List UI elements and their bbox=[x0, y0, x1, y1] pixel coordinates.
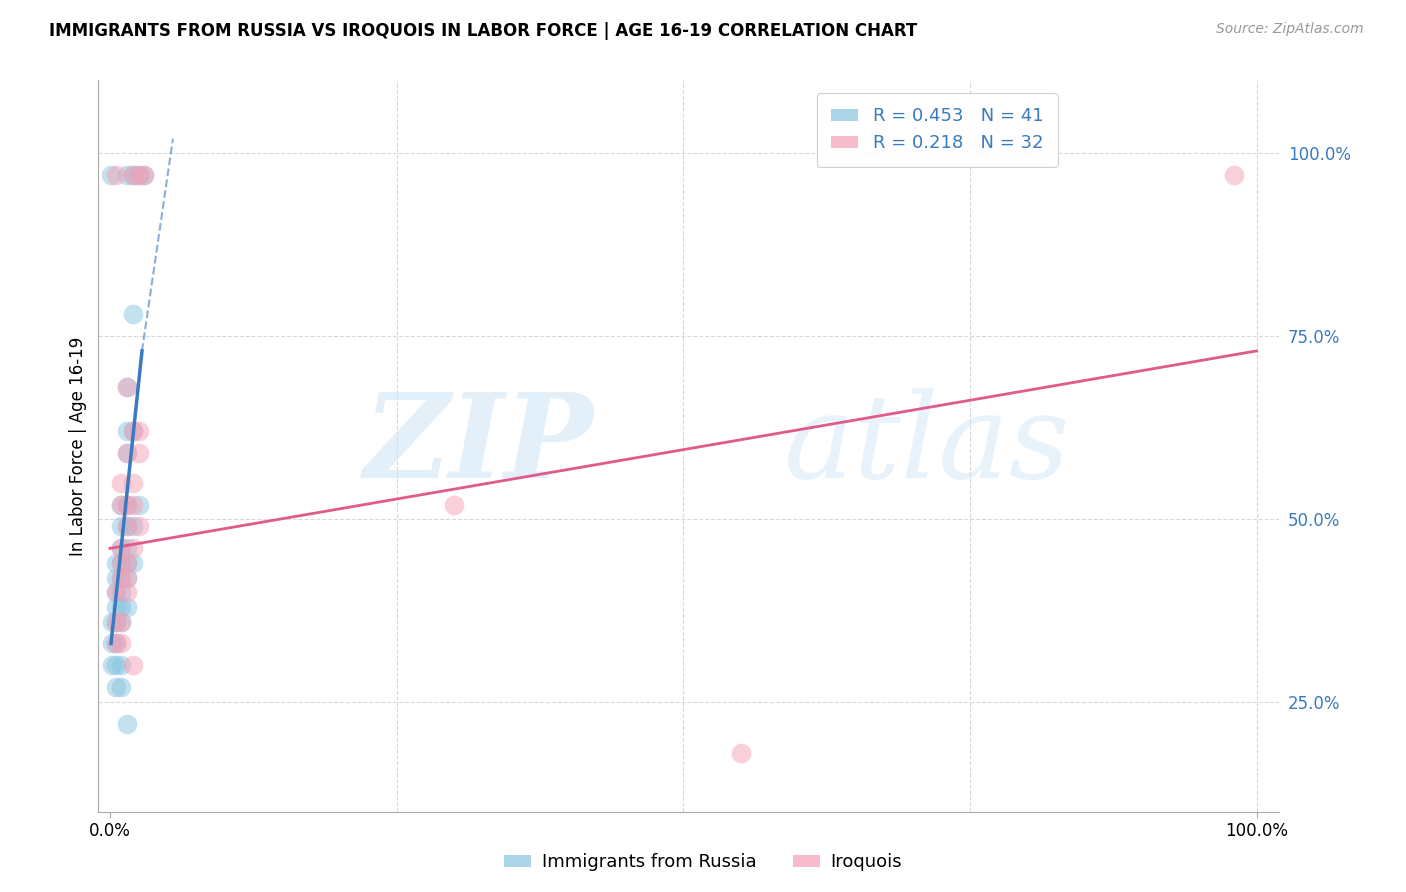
Point bbox=[110, 498, 132, 512]
Point bbox=[104, 556, 127, 570]
Point bbox=[121, 475, 143, 490]
Point bbox=[730, 746, 752, 760]
Point bbox=[110, 556, 132, 570]
Point bbox=[110, 615, 132, 629]
Point bbox=[110, 658, 132, 673]
Point bbox=[110, 571, 132, 585]
Point bbox=[115, 585, 138, 599]
Text: atlas: atlas bbox=[783, 389, 1070, 503]
Point bbox=[115, 599, 138, 614]
Point bbox=[100, 169, 122, 183]
Point bbox=[115, 556, 138, 570]
Point bbox=[104, 636, 127, 650]
Point bbox=[115, 446, 138, 460]
Point bbox=[134, 169, 156, 183]
Point bbox=[115, 571, 138, 585]
Point bbox=[115, 541, 138, 556]
Point bbox=[121, 307, 143, 321]
Point bbox=[115, 571, 138, 585]
Point bbox=[110, 585, 132, 599]
Text: ZIP: ZIP bbox=[364, 389, 595, 503]
Point bbox=[134, 169, 156, 183]
Point bbox=[101, 658, 124, 673]
Point bbox=[104, 658, 127, 673]
Point bbox=[115, 446, 138, 460]
Point bbox=[115, 556, 138, 570]
Point bbox=[128, 519, 150, 533]
Point bbox=[121, 425, 143, 439]
Point bbox=[121, 658, 143, 673]
Point bbox=[443, 498, 465, 512]
Point bbox=[115, 380, 138, 394]
Point bbox=[101, 615, 124, 629]
Point bbox=[110, 541, 132, 556]
Point bbox=[128, 169, 150, 183]
Point bbox=[110, 571, 132, 585]
Point bbox=[128, 425, 150, 439]
Point bbox=[110, 541, 132, 556]
Point bbox=[110, 681, 132, 695]
Point bbox=[115, 519, 138, 533]
Point bbox=[115, 498, 138, 512]
Point bbox=[104, 585, 127, 599]
Point bbox=[115, 380, 138, 394]
Point bbox=[110, 599, 132, 614]
Point bbox=[121, 169, 143, 183]
Point bbox=[110, 519, 132, 533]
Y-axis label: In Labor Force | Age 16-19: In Labor Force | Age 16-19 bbox=[69, 336, 87, 556]
Point bbox=[104, 169, 127, 183]
Point bbox=[101, 636, 124, 650]
Point bbox=[121, 556, 143, 570]
Point bbox=[121, 541, 143, 556]
Point bbox=[110, 556, 132, 570]
Point bbox=[128, 169, 150, 183]
Point bbox=[104, 585, 127, 599]
Point bbox=[1222, 169, 1244, 183]
Point bbox=[104, 599, 127, 614]
Text: Source: ZipAtlas.com: Source: ZipAtlas.com bbox=[1216, 22, 1364, 37]
Point bbox=[104, 681, 127, 695]
Point bbox=[115, 498, 138, 512]
Point bbox=[104, 615, 127, 629]
Point bbox=[121, 498, 143, 512]
Point bbox=[110, 636, 132, 650]
Legend: Immigrants from Russia, Iroquois: Immigrants from Russia, Iroquois bbox=[496, 847, 910, 879]
Point bbox=[104, 615, 127, 629]
Point bbox=[104, 636, 127, 650]
Point bbox=[128, 498, 150, 512]
Point bbox=[115, 169, 138, 183]
Point bbox=[110, 475, 132, 490]
Text: IMMIGRANTS FROM RUSSIA VS IROQUOIS IN LABOR FORCE | AGE 16-19 CORRELATION CHART: IMMIGRANTS FROM RUSSIA VS IROQUOIS IN LA… bbox=[49, 22, 918, 40]
Point bbox=[110, 498, 132, 512]
Point bbox=[121, 425, 143, 439]
Point bbox=[115, 425, 138, 439]
Point bbox=[115, 519, 138, 533]
Point bbox=[121, 169, 143, 183]
Point bbox=[104, 571, 127, 585]
Point bbox=[110, 615, 132, 629]
Point bbox=[128, 446, 150, 460]
Legend: R = 0.453   N = 41, R = 0.218   N = 32: R = 0.453 N = 41, R = 0.218 N = 32 bbox=[817, 93, 1057, 167]
Point bbox=[121, 519, 143, 533]
Point bbox=[115, 717, 138, 731]
